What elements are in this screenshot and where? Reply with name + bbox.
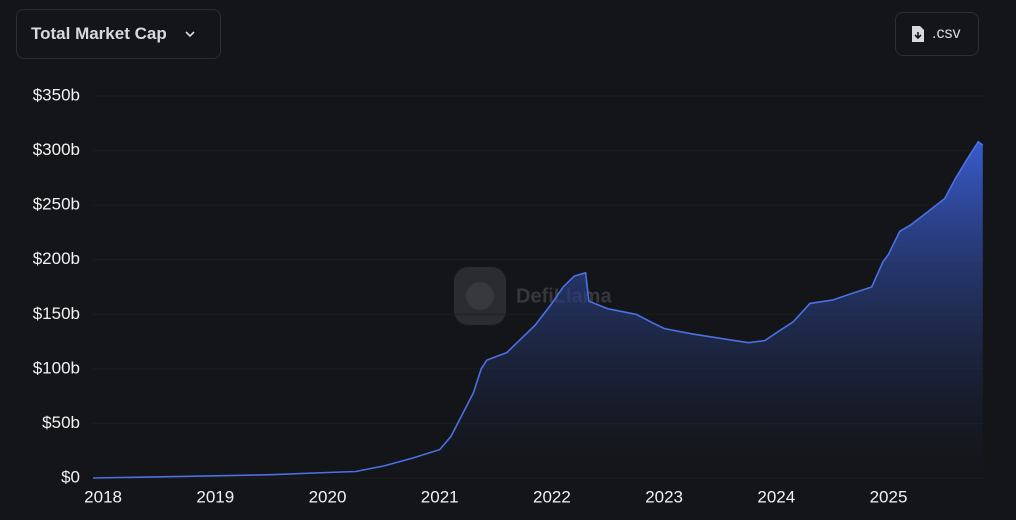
download-csv[interactable]: .csv bbox=[895, 12, 979, 56]
x-tick-label: 2021 bbox=[421, 487, 459, 506]
metric-selector[interactable]: Total Market Cap bbox=[16, 9, 221, 59]
x-tick-label: 2023 bbox=[645, 487, 683, 506]
line bbox=[92, 140, 984, 479]
y-tick-label: $300b bbox=[33, 140, 80, 159]
download-label: .csv bbox=[932, 25, 961, 42]
y-tick-label: $150b bbox=[33, 304, 80, 323]
y-tick-label: $250b bbox=[33, 195, 80, 214]
x-tick-label: 2019 bbox=[196, 487, 234, 506]
y-tick-label: $200b bbox=[33, 249, 80, 268]
x-tick-label: 2024 bbox=[757, 487, 795, 506]
y-tick-label: $50b bbox=[42, 413, 80, 432]
x-tick-label: 2020 bbox=[309, 487, 347, 506]
y-tick-label: $0 bbox=[61, 467, 80, 486]
x-tick-label: 2025 bbox=[870, 487, 908, 506]
y-tick-label: $100b bbox=[33, 358, 80, 377]
x-tick-label: 2022 bbox=[533, 487, 571, 506]
x-tick-label: 2018 bbox=[84, 487, 122, 506]
area bbox=[93, 141, 983, 479]
chevron bbox=[185, 31, 195, 38]
file-icon bbox=[912, 26, 924, 42]
metric-label: Total Market Cap bbox=[31, 24, 167, 43]
y-tick-label: $350b bbox=[33, 85, 80, 104]
